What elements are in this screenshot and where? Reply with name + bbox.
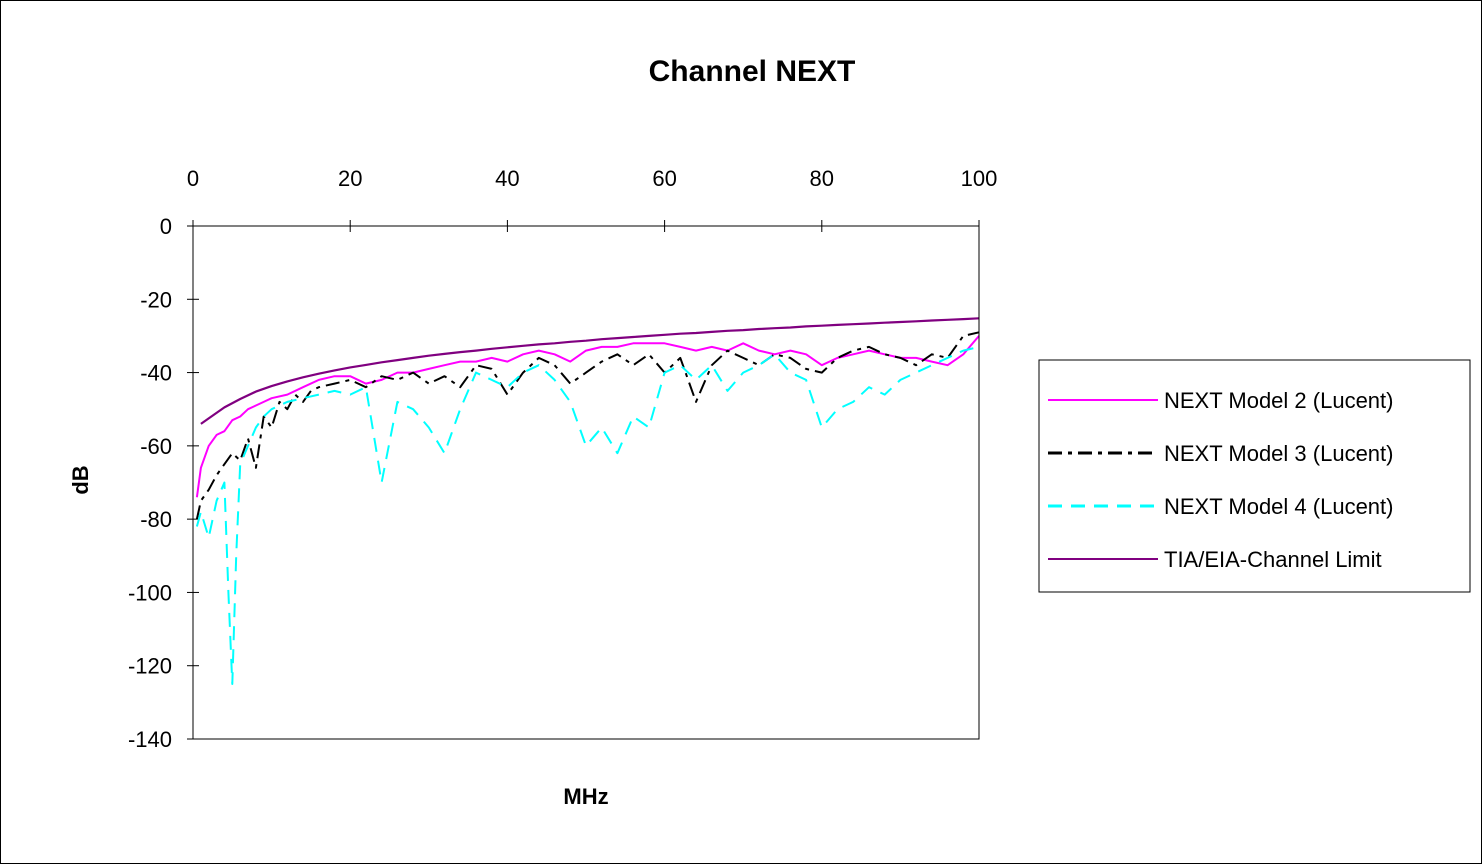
y-axis-title: dB [68, 465, 93, 494]
x-tick-label: 80 [810, 166, 834, 191]
legend-label-3: NEXT Model 4 (Lucent) [1164, 494, 1393, 519]
y-tick-label: -20 [140, 287, 172, 312]
x-tick-label: 60 [652, 166, 676, 191]
x-tick-label: 0 [187, 166, 199, 191]
y-tick-label: -120 [128, 654, 172, 679]
legend-box [1038, 359, 1471, 593]
x-tick-label: 20 [338, 166, 362, 191]
y-tick-label: -40 [140, 361, 172, 386]
legend-label-1: NEXT Model 2 (Lucent) [1164, 388, 1393, 413]
x-tick-label: 40 [495, 166, 519, 191]
series-line-1 [195, 335, 980, 498]
plot-series [195, 317, 980, 685]
y-tick-label: -60 [140, 434, 172, 459]
chart-title: Channel NEXT [649, 55, 856, 88]
series-line-3 [195, 345, 980, 685]
x-axis-title: MHz [563, 784, 608, 809]
y-tick-label: -140 [128, 727, 172, 752]
y-tick-label: -100 [128, 580, 172, 605]
legend-label-4: TIA/EIA-Channel Limit [1164, 547, 1382, 572]
y-tick-label: -80 [140, 507, 172, 532]
axis-ticks: 0 20 40 60 80 100 0 -20 -40 -60 -80 -100 -120 -140 [128, 166, 997, 752]
x-tick-label: 100 [961, 166, 998, 191]
legend-label-2: NEXT Model 3 (Lucent) [1164, 441, 1393, 466]
series-line-2 [195, 331, 980, 520]
series-line-4 [200, 317, 980, 425]
plot-area-frame [192, 225, 980, 740]
chart-legend: NEXT Model 2 (Lucent) NEXT Model 3 (Lucen… [1038, 359, 1471, 593]
y-tick-label: 0 [160, 214, 172, 239]
